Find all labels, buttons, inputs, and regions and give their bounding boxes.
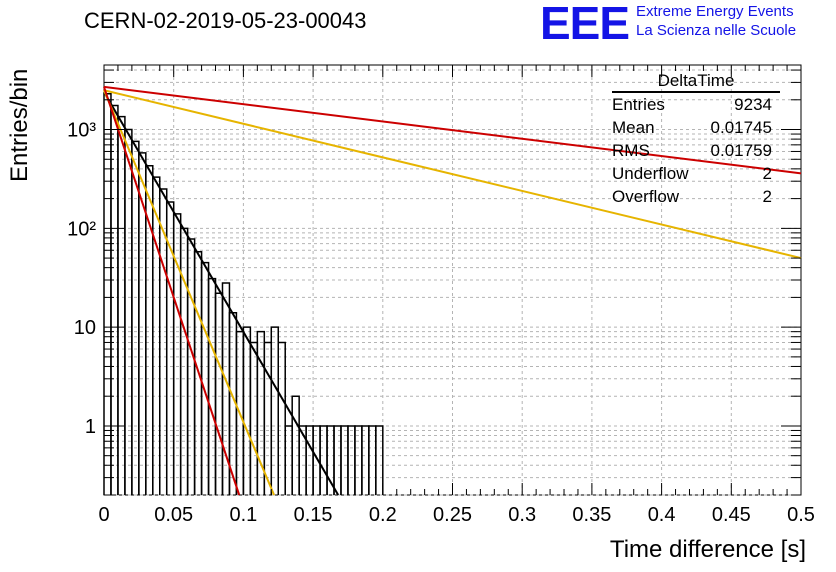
x-tick-label: 0: [98, 504, 109, 526]
x-tick-label: 0.05: [154, 504, 193, 526]
stats-value: 2: [762, 164, 772, 183]
x-tick-label: 0.2: [369, 504, 397, 526]
stats-row: Overflow 2: [612, 185, 780, 208]
stats-value: 0.01745: [710, 118, 772, 137]
x-tick-label: 0.5: [787, 504, 815, 526]
y-tick-label: 10: [74, 317, 96, 339]
stats-row: RMS 0.01759: [612, 139, 780, 162]
axis-ticks: [103, 65, 802, 496]
y-tick-label: 10²: [67, 218, 96, 240]
x-tick-label: 0.4: [648, 504, 676, 526]
histogram-bar: [375, 425, 384, 495]
tick-labels: 0 0.05 0.1 0.15 0.2 0.25 0.3 0.35 0.4 0.45 0.5 1 10 1…: [67, 120, 815, 526]
stats-label: Mean: [612, 118, 655, 137]
logo-caption: Extreme Energy Events La Scienza nelle S…: [636, 2, 796, 40]
x-tick-label: 0.35: [572, 504, 611, 526]
x-tick-label: 0.1: [229, 504, 257, 526]
x-tick-label: 0.25: [433, 504, 472, 526]
stats-row: Underflow 2: [612, 162, 780, 185]
x-tick-label: 0.3: [508, 504, 536, 526]
stats-box: DeltaTime Entries 9234 Mean 0.01745 RMS 0.0…: [612, 70, 780, 208]
logo-line-2: La Scienza nelle Scuole: [636, 22, 797, 39]
stats-value: 0.01759: [710, 141, 772, 160]
y-tick-label: 10³: [67, 120, 96, 142]
y-axis-title: Entries/bin: [6, 68, 33, 182]
fit-line: [103, 91, 340, 496]
fit-line: [103, 89, 275, 496]
stats-label: RMS: [612, 141, 650, 160]
x-tick-label: 0.15: [294, 504, 333, 526]
histogram-bar: [277, 341, 286, 495]
grid-lines: [104, 65, 801, 496]
fit-line: [103, 85, 802, 175]
x-tick-label: 0.45: [712, 504, 751, 526]
stats-row: Entries 9234: [612, 93, 780, 116]
fit-line: [103, 89, 802, 260]
stats-value: 2: [762, 187, 772, 206]
fit-line: [103, 86, 241, 496]
stats-label: Overflow: [612, 187, 680, 206]
eee-logo-mark: EEE: [540, 0, 630, 49]
stats-title: DeltaTime: [612, 70, 780, 93]
stats-label: Underflow: [612, 164, 689, 183]
stats-row: Mean 0.01745: [612, 116, 780, 139]
logo-line-1: Extreme Energy Events: [636, 3, 794, 20]
stats-value: 9234: [734, 95, 772, 114]
fit-lines: [103, 85, 802, 496]
stats-label: Entries: [612, 95, 665, 114]
y-tick-label: 1: [85, 416, 96, 438]
x-axis-title: Time difference [s]: [609, 536, 806, 563]
run-title: CERN-02-2019-05-23-00043: [84, 8, 367, 33]
histogram-bars: [103, 93, 384, 495]
